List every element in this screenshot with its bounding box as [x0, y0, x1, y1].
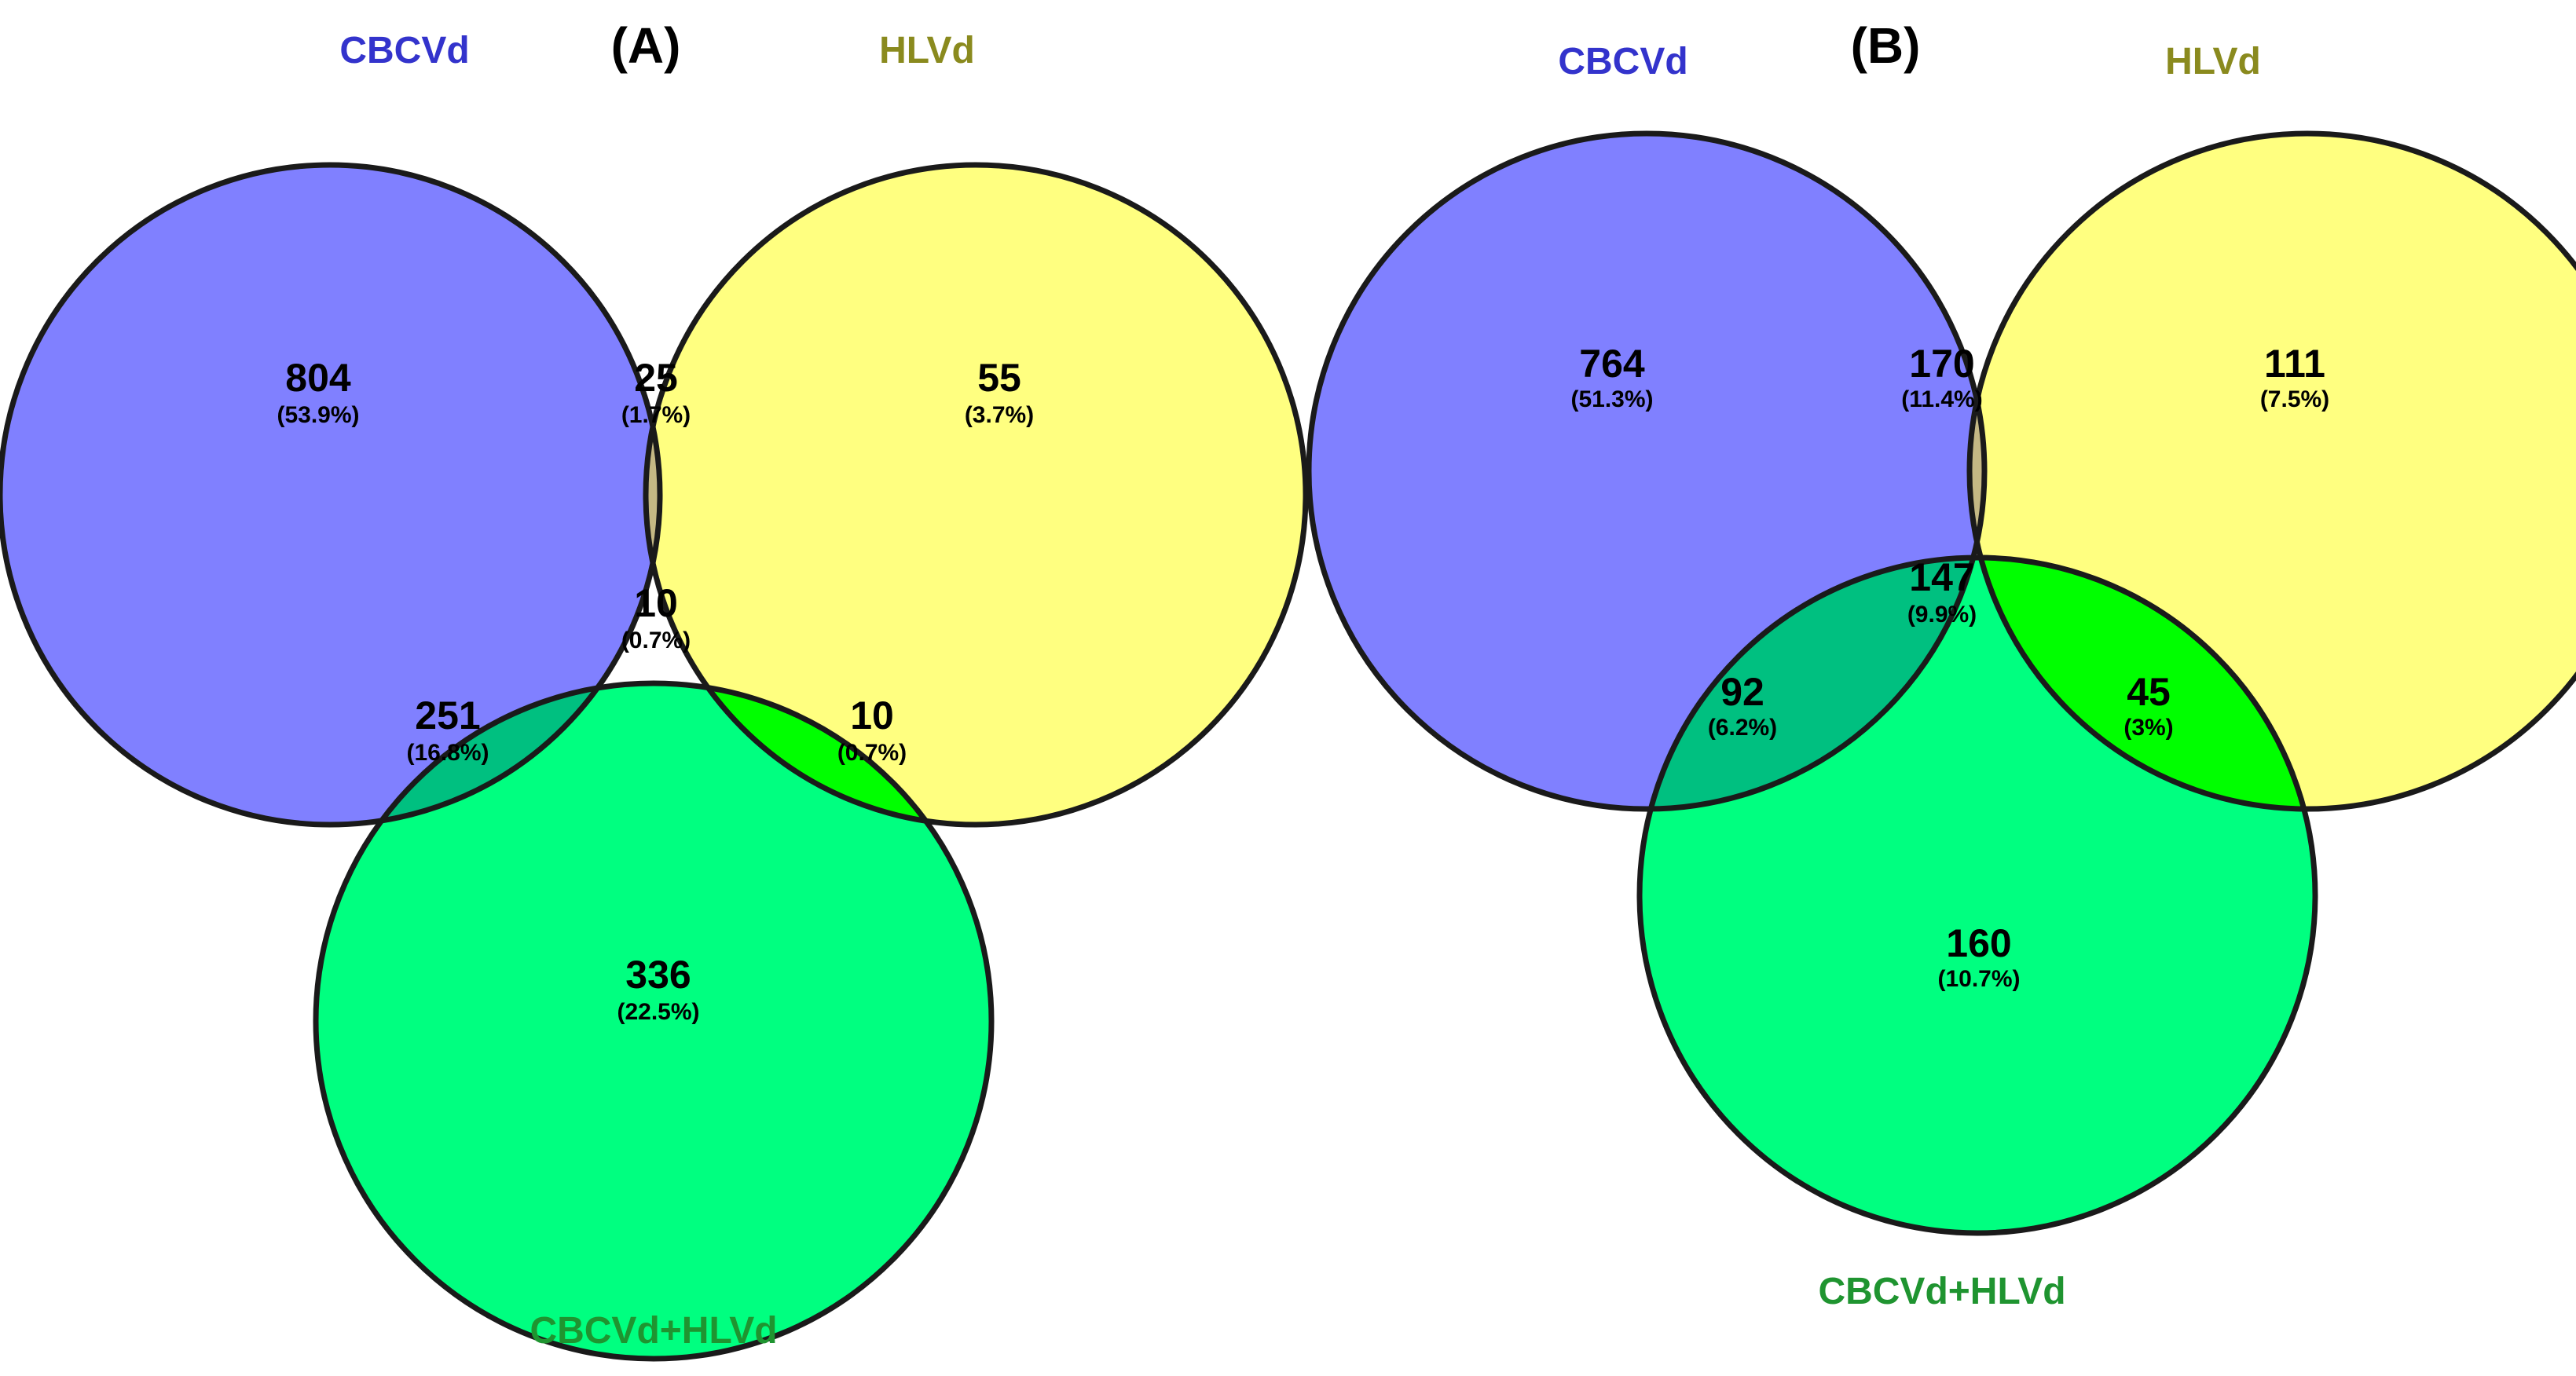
set-label-cbcvd: CBCVd: [1558, 41, 1687, 82]
region-pct-cbcvd-only: (53.9%): [277, 402, 359, 428]
region-pct-cbcvd-combo: (16.8%): [406, 740, 489, 766]
circle-combo-outline: [313, 680, 995, 1362]
set-label-hlvd: HLVd: [2165, 41, 2261, 82]
region-count-cbcvd-combo: 251: [415, 693, 480, 737]
region-count-combo-only: 336: [625, 953, 691, 997]
overlap-hlvd-combo: [1970, 558, 2315, 809]
region-count-hlvd-combo: 10: [850, 693, 894, 737]
region-count-all: 10: [634, 581, 678, 625]
region-count-cbcvd-hlvd: 170: [1909, 342, 1974, 386]
region-count-cbcvd-combo: 92: [1720, 670, 1764, 714]
set-label-cbcvd: CBCVd: [339, 30, 469, 71]
region-pct-cbcvd-combo: (6.2%): [1708, 715, 1777, 741]
set-label-combo: CBCVd+HLVd: [529, 1310, 777, 1352]
region-pct-hlvd-combo: (3%): [2123, 715, 2173, 741]
region-pct-cbcvd-hlvd: (1.7%): [621, 402, 691, 428]
set-label-combo: CBCVd+HLVd: [1818, 1271, 2065, 1312]
region-pct-cbcvd-hlvd: (11.4%): [1901, 386, 1982, 412]
region-pct-combo-only: (10.7%): [1937, 966, 2020, 992]
set-label-hlvd: HLVd: [879, 30, 975, 71]
region-count-cbcvd-only: 764: [1579, 342, 1645, 386]
panel-title: (B): [1851, 17, 1921, 74]
region-count-cbcvd-only: 804: [285, 356, 351, 400]
region-count-hlvd-only: 55: [977, 356, 1021, 400]
venn-panel-a: (A) CBCVd HLVd CBCVd+HLVd 804 (53.9%) 25…: [0, 17, 1309, 1362]
region-pct-hlvd-only: (7.5%): [2260, 386, 2329, 412]
venn-panel-b: (B) CBCVd HLVd CBCVd+HLVd 764 (51.3%) 17…: [1306, 17, 2576, 1312]
circle-hlvd-outline: [643, 162, 1309, 828]
region-count-hlvd-only: 111: [2264, 342, 2325, 386]
circle-cbcvd-outline: [0, 162, 663, 828]
circle-hlvd-outline: [1966, 130, 2576, 812]
region-pct-cbcvd-only: (51.3%): [1570, 386, 1653, 412]
region-count-hlvd-combo: 45: [2127, 670, 2171, 714]
region-pct-all: (9.9%): [1907, 602, 1977, 628]
circle-cbcvd-fill: [0, 165, 660, 825]
circle-combo-fill: [316, 683, 991, 1359]
region-count-combo-only: 160: [1946, 921, 2011, 965]
region-pct-combo-only: (22.5%): [617, 999, 699, 1025]
circle-hlvd-fill: [646, 165, 1306, 825]
overlap-cbcvd-combo: [1640, 558, 1984, 809]
region-count-cbcvd-hlvd: 25: [634, 356, 678, 400]
circle-cbcvd-outline: [1306, 130, 1988, 812]
region-pct-all: (0.7%): [621, 628, 691, 653]
panel-title: (A): [611, 17, 681, 74]
circle-combo-outline: [1636, 554, 2318, 1236]
region-pct-hlvd-combo: (0.7%): [837, 740, 907, 766]
region-count-all: 147: [1909, 555, 1974, 599]
region-pct-hlvd-only: (3.7%): [965, 402, 1034, 428]
